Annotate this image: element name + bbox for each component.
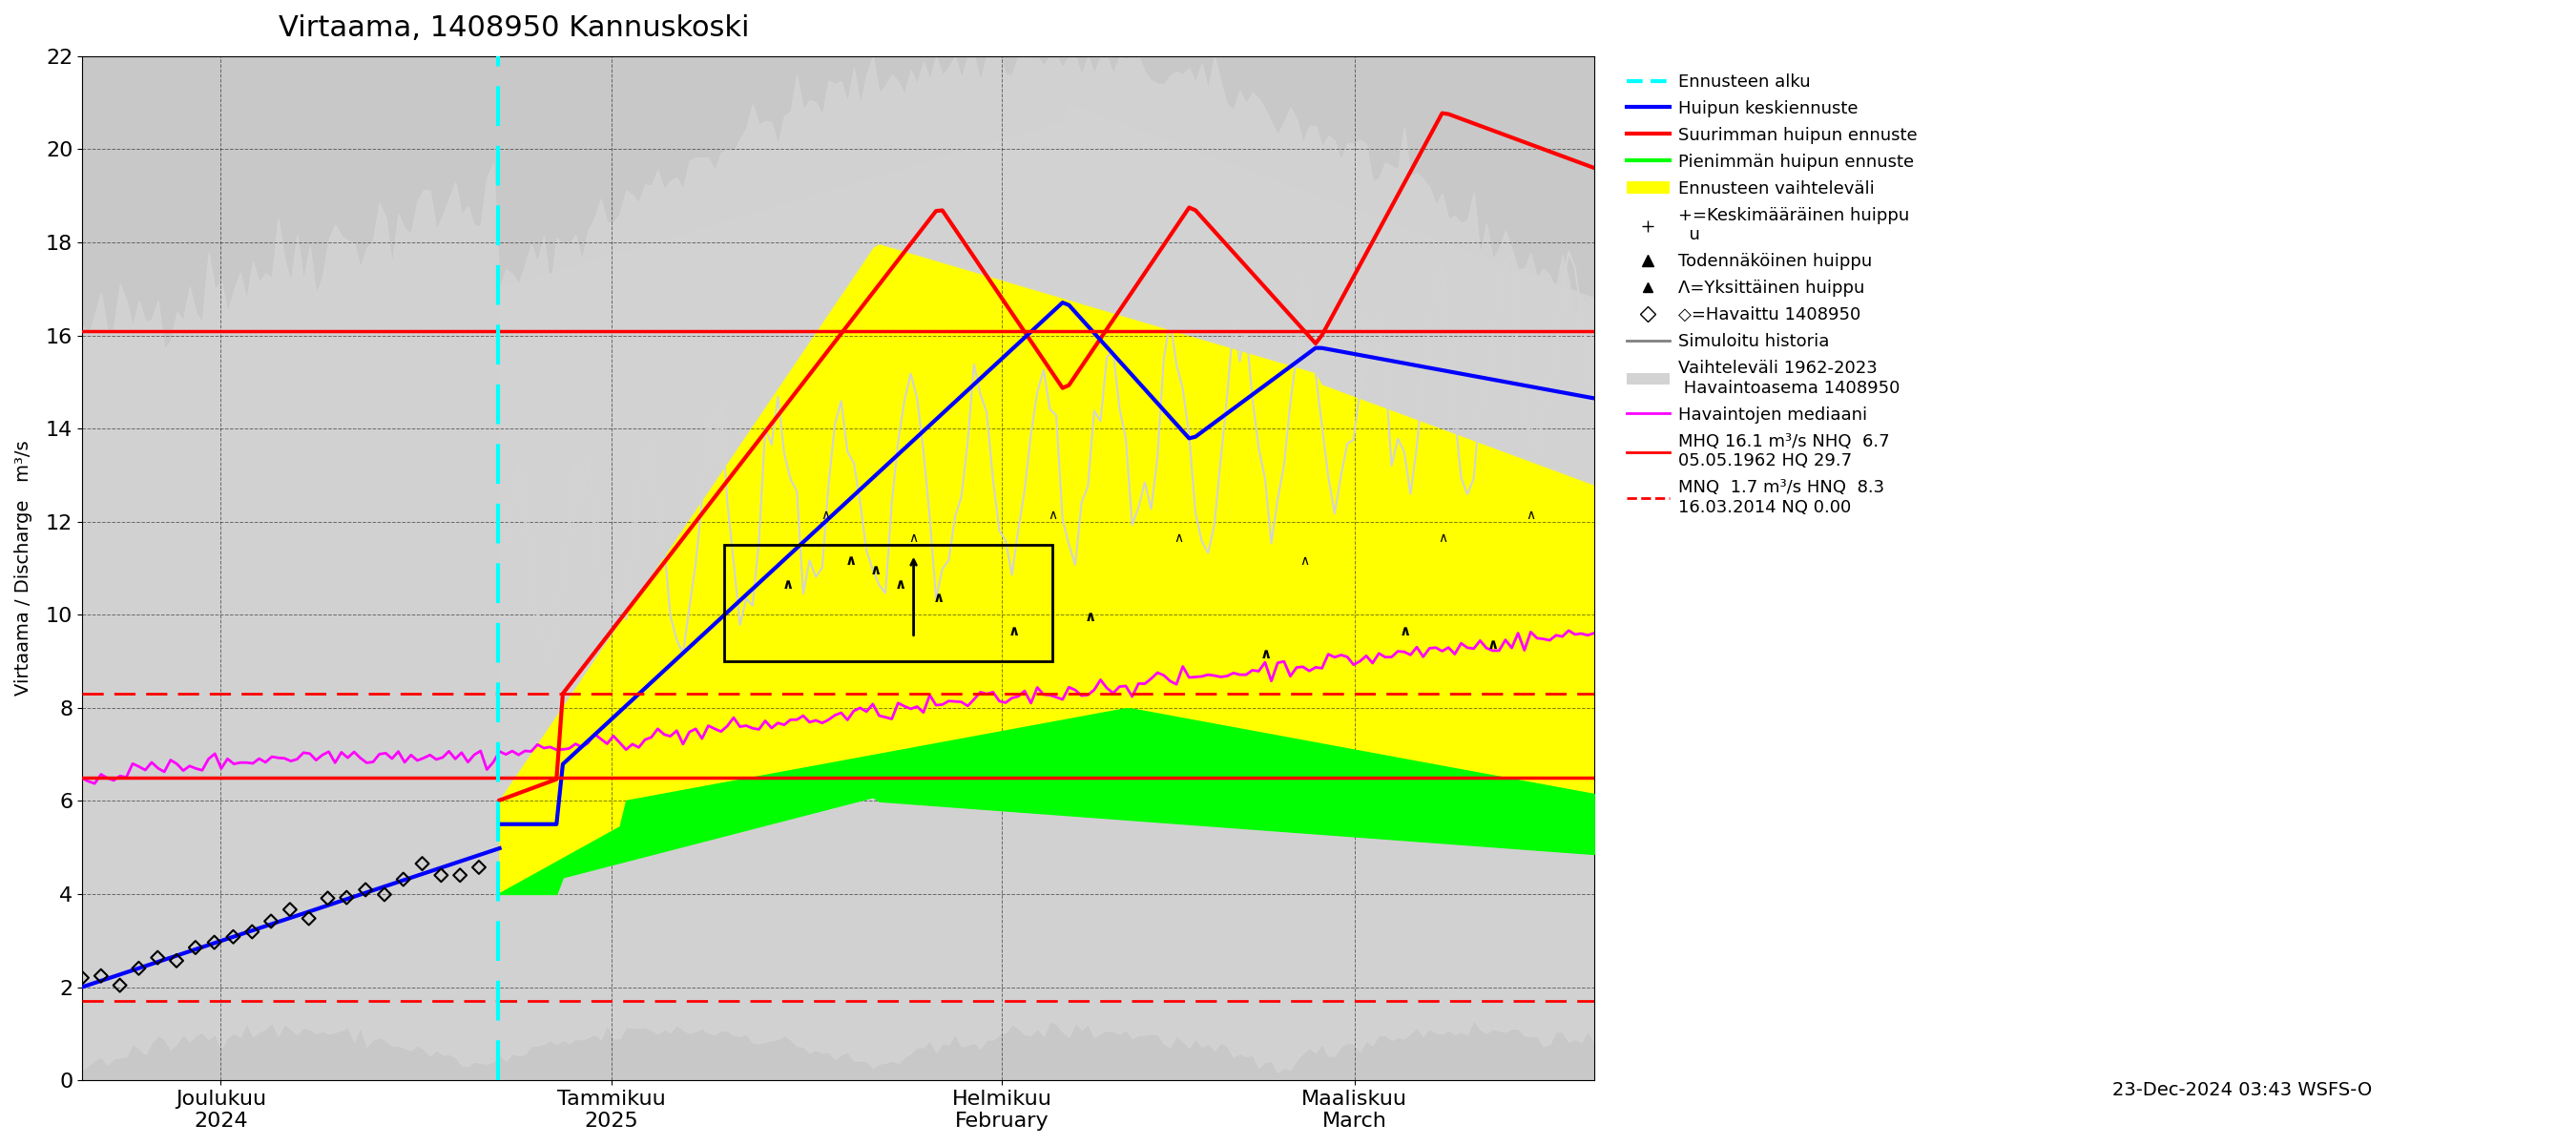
- Text: ∧: ∧: [1486, 638, 1499, 652]
- Text: ∧: ∧: [909, 531, 920, 545]
- Point: [250, 913, 291, 931]
- Point: [402, 854, 443, 872]
- Point: [80, 966, 121, 985]
- Text: ∧: ∧: [1399, 624, 1412, 638]
- Text: ∧: ∧: [845, 554, 855, 568]
- Legend: Ennusteen alku, Huipun keskiennuste, Suurimman huipun ennuste, Pienimmän huipun : Ennusteen alku, Huipun keskiennuste, Suu…: [1618, 65, 1927, 526]
- Point: [345, 881, 386, 899]
- Text: ∧: ∧: [1048, 508, 1056, 522]
- Point: [193, 933, 234, 951]
- Text: ∧: ∧: [1525, 508, 1535, 522]
- Point: [384, 870, 425, 889]
- Point: [440, 866, 482, 884]
- Text: ∧: ∧: [1260, 647, 1273, 662]
- Point: [270, 900, 312, 918]
- Text: ∧: ∧: [1007, 624, 1020, 638]
- Point: [363, 885, 404, 903]
- Text: ∧: ∧: [1437, 531, 1448, 545]
- Point: [459, 858, 500, 876]
- Point: [289, 909, 330, 927]
- Point: [307, 889, 348, 907]
- Text: ∧: ∧: [781, 577, 793, 592]
- Point: [137, 948, 178, 966]
- Point: [157, 951, 198, 970]
- Text: ∧: ∧: [894, 577, 907, 592]
- Point: [100, 977, 142, 995]
- Y-axis label: Virtaama / Discharge   m³/s: Virtaama / Discharge m³/s: [15, 441, 33, 696]
- Point: [420, 866, 461, 884]
- Point: [62, 969, 103, 987]
- Point: [327, 889, 368, 907]
- Text: ∧: ∧: [871, 563, 881, 577]
- Text: Virtaama, 1408950 Kannuskoski: Virtaama, 1408950 Kannuskoski: [278, 14, 750, 42]
- Text: ∧: ∧: [1298, 555, 1309, 568]
- Text: ∧: ∧: [1084, 609, 1095, 624]
- Point: [175, 939, 216, 957]
- Point: [232, 923, 273, 941]
- Text: ∧: ∧: [822, 508, 829, 522]
- Text: 23-Dec-2024 03:43 WSFS-O: 23-Dec-2024 03:43 WSFS-O: [2112, 1081, 2372, 1099]
- Text: ∧: ∧: [1172, 531, 1182, 545]
- Text: ∧: ∧: [933, 591, 945, 606]
- Point: [214, 927, 255, 946]
- Point: [118, 960, 160, 978]
